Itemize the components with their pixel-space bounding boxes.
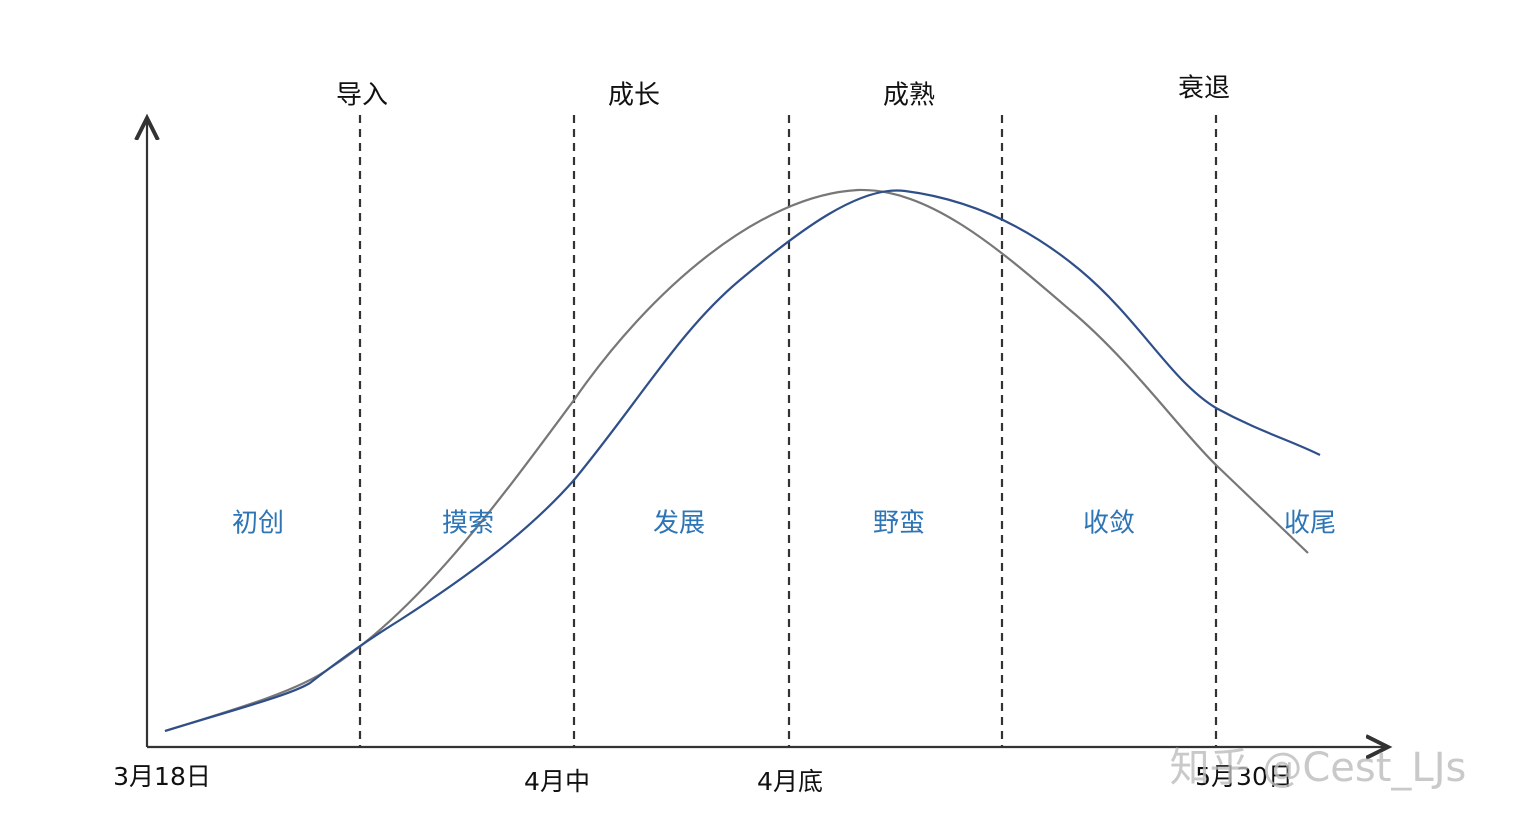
- stage-label: 导入: [336, 81, 388, 111]
- phase-label: 野蛮: [873, 509, 925, 539]
- phase-label: 收敛: [1083, 509, 1135, 539]
- gray-curve: [164, 188, 1309, 733]
- stage-label: 成长: [608, 81, 660, 111]
- phase-label: 摸索: [442, 509, 494, 539]
- phase-label: 发展: [653, 509, 705, 539]
- watermark: 知乎 @Cest_LJs: [1170, 745, 1467, 791]
- date-label: 5月30日: [1195, 762, 1293, 791]
- phase-label: 收尾: [1284, 509, 1336, 539]
- date-label: 3月18日: [113, 762, 211, 791]
- stage-label: 衰退: [1178, 74, 1230, 104]
- blue-curve: [164, 189, 1321, 733]
- date-label: 4月中: [524, 767, 590, 796]
- phase-label: 初创: [232, 509, 284, 539]
- date-label: 4月底: [757, 767, 823, 796]
- stage-label: 成熟: [883, 81, 935, 111]
- dividers: [358, 115, 1218, 747]
